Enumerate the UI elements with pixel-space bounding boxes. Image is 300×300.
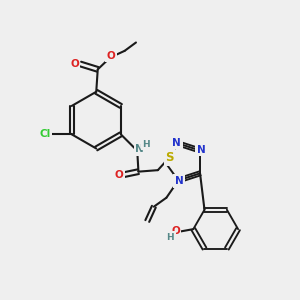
Text: S: S xyxy=(165,151,174,164)
Text: N: N xyxy=(175,176,183,186)
Text: O: O xyxy=(171,226,180,236)
Text: O: O xyxy=(114,170,123,180)
Text: N: N xyxy=(197,145,206,154)
Text: N: N xyxy=(135,144,144,154)
Text: H: H xyxy=(167,233,174,242)
Text: N: N xyxy=(172,138,181,148)
Text: Cl: Cl xyxy=(39,129,50,139)
Text: H: H xyxy=(142,140,150,149)
Text: O: O xyxy=(70,59,79,69)
Text: O: O xyxy=(106,51,115,61)
